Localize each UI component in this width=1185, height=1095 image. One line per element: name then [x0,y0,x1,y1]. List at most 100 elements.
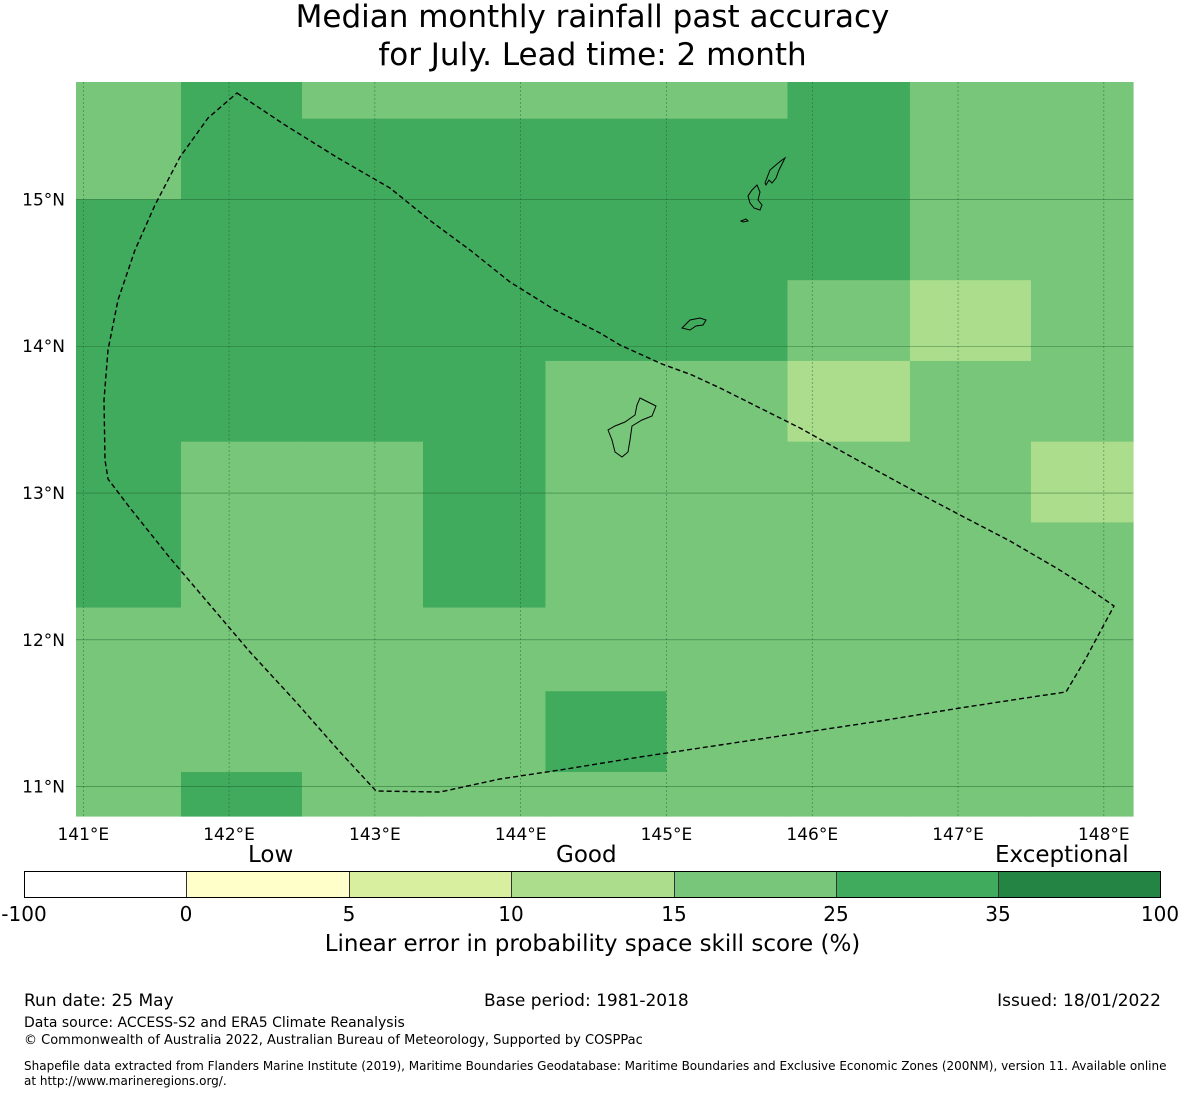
grid-cell [301,199,424,281]
grid-cell [76,280,182,362]
run-date: Run date: 25 May [24,991,174,1011]
grid-cell [545,199,668,281]
lon-tick-label: 143°E [349,825,401,845]
grid-cell [787,360,911,443]
grid-cell [180,199,303,281]
colorbar-tick: 35 [985,902,1011,926]
map-title-line-1: Median monthly rainfall past accuracy [295,0,890,35]
grid-cell [422,280,547,362]
grid-cell [909,771,1032,817]
shapefile-credit-line-2: at http://www.marineregions.org/. [24,1074,227,1088]
issued-date: Issued: 18/01/2022 [997,991,1161,1011]
grid-cell [180,280,303,362]
grid-cell [666,199,789,281]
grid-cell [787,280,911,362]
base-period: Base period: 1981-2018 [484,991,689,1011]
colorbar-tick: 25 [823,902,849,926]
axis-tick-labels: 141°E 142°E 143°E 144°E 145°E 146°E 147°E 148°E… [22,190,1130,845]
grid-cell [422,771,547,817]
grid-cell [909,280,1032,362]
grid-cell [76,360,182,443]
data-source: Data source: ACCESS-S2 and ERA5 Climate … [24,1015,405,1031]
grid-cell [76,82,182,120]
skill-grid-cells [76,82,1134,817]
grid-cell [180,118,303,201]
grid-cell [1030,82,1134,120]
lat-tick-label: 11°N [22,778,65,798]
grid-cell [909,118,1032,201]
grid-cell [422,607,547,692]
grid-cell [666,691,789,773]
grid-cell [422,522,547,609]
colorbar-tick: 0 [179,902,193,926]
grid-cell [666,82,789,120]
grid-cell [76,522,182,609]
grid-cell [909,360,1032,443]
colorbar-label-low: Low [248,842,294,868]
grid-cell [666,118,789,201]
rota-island [681,317,707,331]
grid-cell [180,771,303,817]
grid-cell [787,771,911,817]
colorbar-label-exceptional: Exceptional [995,842,1129,868]
grid-cell [422,199,547,281]
grid-cell [545,607,668,692]
grid-cell [301,441,424,523]
grid-cell [422,691,547,773]
grid-cell [1030,522,1134,609]
grid-cell [422,441,547,523]
grid-cell [909,199,1032,281]
grid-cell [787,441,911,523]
grid-cell [909,691,1032,773]
shapefile-credit-line-1: Shapefile data extracted from Flanders M… [24,1059,1167,1073]
grid-cell [666,522,789,609]
lon-tick-label: 141°E [57,825,109,845]
lon-tick-label: 145°E [641,825,693,845]
lon-tick-label: 144°E [495,825,547,845]
colorbar-title: Linear error in probability space skill … [324,931,861,957]
grid-cell [545,360,668,443]
colorbar-segment [836,872,1000,897]
grid-cell [1030,280,1134,362]
grid-cell [76,441,182,523]
grid-cell [180,360,303,443]
grid-cell [1030,199,1134,281]
grid-cell [787,522,911,609]
colorbar-tick: -100 [1,902,47,926]
grid-cell [180,82,303,120]
colorbar-segment [512,872,675,897]
grid-cell [1030,771,1134,817]
lat-tick-label: 12°N [22,631,65,651]
copyright: © Commonwealth of Australia 2022, Austra… [24,1033,643,1048]
grid-cell [666,441,789,523]
colorbar-segment [187,872,350,897]
map-title-line-2: for July. Lead time: 2 month [378,37,807,73]
grid-cell [301,691,424,773]
grid-cell [787,199,911,281]
saipan-tinian-island [764,156,787,187]
grid-cell [180,522,303,609]
grid-cell [787,607,911,692]
colorbar-tick: 100 [1140,902,1180,926]
grid-cell [545,522,668,609]
grid-cell [1030,441,1134,523]
grid-cell [545,441,668,523]
colorbar-segment [674,872,837,897]
grid-cell [76,118,182,201]
grid-cell [180,691,303,773]
grid-cell [76,691,182,773]
lon-tick-label: 146°E [786,825,838,845]
grid-cell [666,360,789,443]
grid-cell [545,691,668,773]
grid-cell [301,360,424,443]
grid-cell [301,280,424,362]
colorbar-tick: 15 [661,902,687,926]
lon-tick-label: 148°E [1078,825,1130,845]
grid-cell [666,280,789,362]
grid-cell [545,118,668,201]
grid-cell [301,82,424,120]
grid-cell [1030,118,1134,201]
lat-tick-label: 15°N [22,190,65,210]
colorbar-segment [25,872,188,897]
tinian-island [747,184,763,211]
